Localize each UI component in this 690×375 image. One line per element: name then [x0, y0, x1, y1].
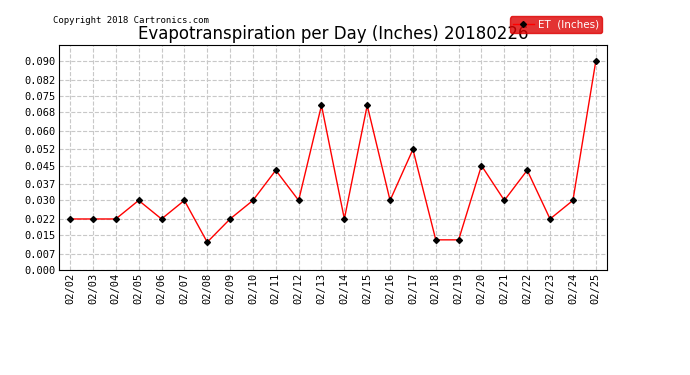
Title: Evapotranspiration per Day (Inches) 20180226: Evapotranspiration per Day (Inches) 2018… [138, 26, 528, 44]
Legend: ET  (Inches): ET (Inches) [510, 16, 602, 33]
Text: Copyright 2018 Cartronics.com: Copyright 2018 Cartronics.com [53, 16, 209, 25]
